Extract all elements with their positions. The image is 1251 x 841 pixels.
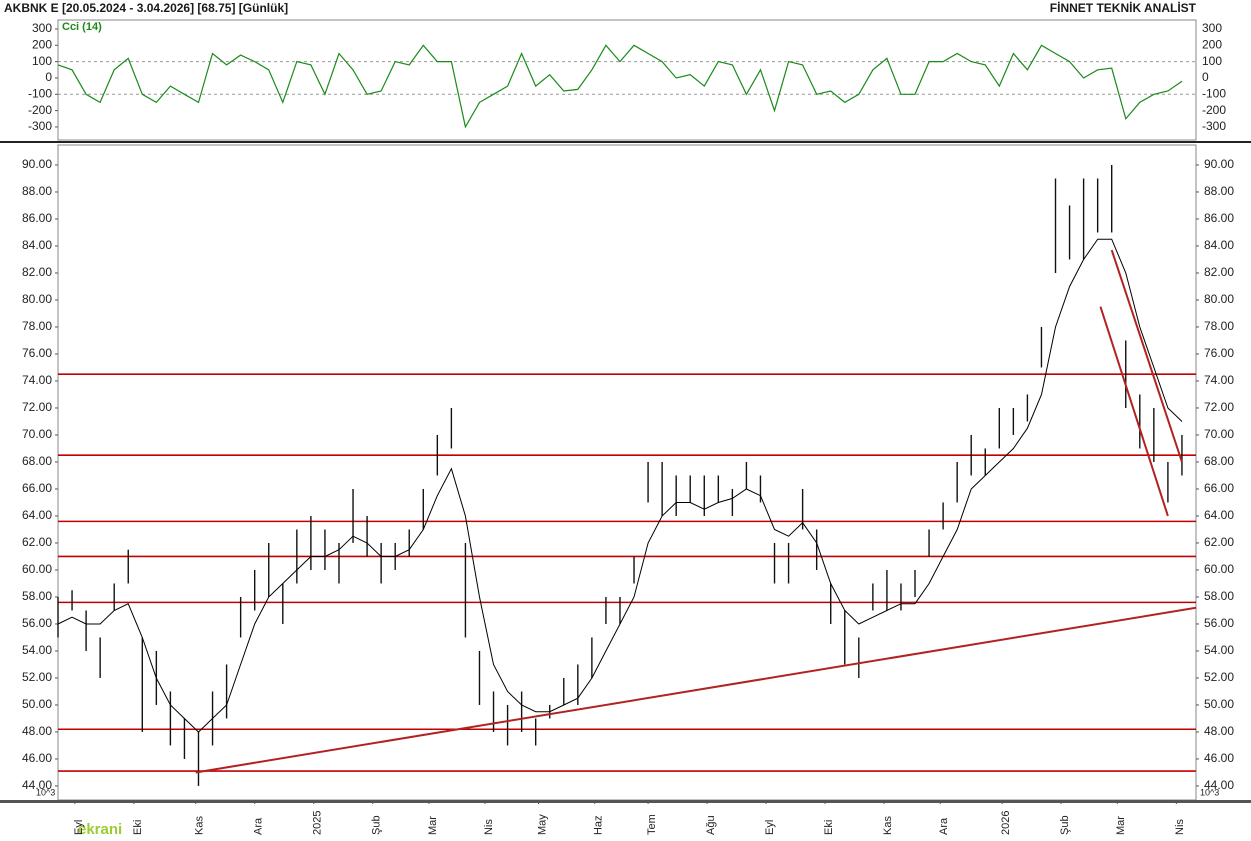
y-tick-label-right: 90.00 — [1204, 157, 1234, 171]
logo: ekrani — [78, 821, 122, 838]
y-tick-label-right: 200 — [1202, 37, 1222, 51]
x-tick-label: Mar — [1115, 816, 1127, 835]
y-tick-label: 90.00 — [22, 157, 52, 171]
y-tick-label-right: 48.00 — [1204, 724, 1234, 738]
header-left: AKBNK E [20.05.2024 - 3.04.2026] [68.75]… — [4, 1, 288, 15]
y-tick-label-right: 84.00 — [1204, 238, 1234, 252]
y-tick-label: -300 — [28, 119, 52, 133]
trend-line — [1099, 306, 1169, 517]
y-tick-label-right: 66.00 — [1204, 481, 1234, 495]
y-tick-label: 68.00 — [22, 454, 52, 468]
x-tick-label: Ara — [938, 817, 950, 835]
x-tick-label: Haz — [593, 815, 605, 835]
x-tick-label: Kas — [194, 816, 206, 835]
y-tick-label-right: 50.00 — [1204, 697, 1234, 711]
x-tick-label: Şub — [371, 815, 383, 835]
y-tick-label: 70.00 — [22, 427, 52, 441]
y-tick-label-right: 88.00 — [1204, 184, 1234, 198]
y-tick-label: 64.00 — [22, 508, 52, 522]
x-tick-label: Şub — [1059, 815, 1071, 835]
y-tick-label-right: -100 — [1202, 86, 1226, 100]
y-tick-label-right: 72.00 — [1204, 400, 1234, 414]
y-tick-label-right: 52.00 — [1204, 670, 1234, 684]
y-tick-label: 52.00 — [22, 670, 52, 684]
x-tick-label: Nis — [1174, 819, 1186, 835]
x-tick-label: 2026 — [1000, 811, 1012, 835]
y-tick-label-right: 68.00 — [1204, 454, 1234, 468]
y-tick-label: 76.00 — [22, 346, 52, 360]
x-tick-label: Tem — [646, 814, 658, 835]
y-tick-label-right: 80.00 — [1204, 292, 1234, 306]
y-tick-label-right: 0 — [1202, 70, 1209, 84]
cci-line — [57, 44, 1183, 129]
y-tick-label-right: 60.00 — [1204, 562, 1234, 576]
y-tick-label: 86.00 — [22, 211, 52, 225]
x-tick-label: Eki — [823, 820, 835, 835]
scale-note: 10^3 — [36, 787, 55, 797]
trend-line — [1110, 249, 1183, 463]
panel-divider — [0, 141, 1251, 143]
y-tick-label-right: 44.00 — [1204, 778, 1234, 792]
y-tick-label: -100 — [28, 86, 52, 100]
y-tick-label: 74.00 — [22, 373, 52, 387]
y-tick-label: 44.00 — [22, 778, 52, 792]
moving-average — [57, 238, 1183, 733]
y-tick-label: 66.00 — [22, 481, 52, 495]
x-tick-label: Ağu — [705, 815, 717, 835]
y-tick-label-right: 64.00 — [1204, 508, 1234, 522]
y-tick-label: 48.00 — [22, 724, 52, 738]
y-tick-label: 300 — [32, 21, 52, 35]
y-tick-label: 60.00 — [22, 562, 52, 576]
x-tick-label: Kas — [882, 816, 894, 835]
y-tick-label-right: 76.00 — [1204, 346, 1234, 360]
y-tick-label: 100 — [32, 54, 52, 68]
y-tick-label: 72.00 — [22, 400, 52, 414]
header-right: FİNNET TEKNİK ANALİST — [1050, 0, 1197, 15]
y-tick-label: 84.00 — [22, 238, 52, 252]
y-tick-label-right: 74.00 — [1204, 373, 1234, 387]
y-tick-label: 62.00 — [22, 535, 52, 549]
y-tick-label: 58.00 — [22, 589, 52, 603]
y-tick-label: 50.00 — [22, 697, 52, 711]
cci-title: Cci (14) — [62, 21, 102, 33]
y-tick-label-right: 82.00 — [1204, 265, 1234, 279]
y-tick-label: 54.00 — [22, 643, 52, 657]
x-tick-label: Nis — [483, 819, 495, 835]
x-tick-label: Eyl — [764, 820, 776, 835]
y-tick-label-right: 56.00 — [1204, 616, 1234, 630]
y-tick-label: 78.00 — [22, 319, 52, 333]
axis-divider — [0, 800, 1251, 803]
scale-note-right: 10^3 — [1200, 787, 1219, 797]
trend-line — [195, 606, 1197, 774]
y-tick-label: 46.00 — [22, 751, 52, 765]
x-tick-label: Ara — [253, 817, 265, 835]
y-tick-label-right: 58.00 — [1204, 589, 1234, 603]
x-tick-label: 2025 — [312, 811, 324, 835]
y-tick-label-right: 100 — [1202, 54, 1222, 68]
y-tick-label: 80.00 — [22, 292, 52, 306]
x-tick-label: May — [536, 814, 548, 835]
y-tick-label-right: 54.00 — [1204, 643, 1234, 657]
y-tick-label-right: 62.00 — [1204, 535, 1234, 549]
y-tick-label-right: 86.00 — [1204, 211, 1234, 225]
cci-panel — [57, 19, 1197, 141]
x-tick-label: Eyl — [73, 820, 85, 835]
y-tick-label: 0 — [45, 70, 52, 84]
y-tick-label-right: 300 — [1202, 21, 1222, 35]
y-tick-label: 88.00 — [22, 184, 52, 198]
x-tick-label: Mar — [427, 816, 439, 835]
y-tick-label-right: 70.00 — [1204, 427, 1234, 441]
y-tick-label: 200 — [32, 37, 52, 51]
x-tick-label: Eki — [132, 820, 144, 835]
y-tick-label-right: 46.00 — [1204, 751, 1234, 765]
y-tick-label: -200 — [28, 103, 52, 117]
y-tick-label: 56.00 — [22, 616, 52, 630]
y-tick-label: 82.00 — [22, 265, 52, 279]
y-tick-label-right: -300 — [1202, 119, 1226, 133]
y-tick-label-right: -200 — [1202, 103, 1226, 117]
y-tick-label-right: 78.00 — [1204, 319, 1234, 333]
